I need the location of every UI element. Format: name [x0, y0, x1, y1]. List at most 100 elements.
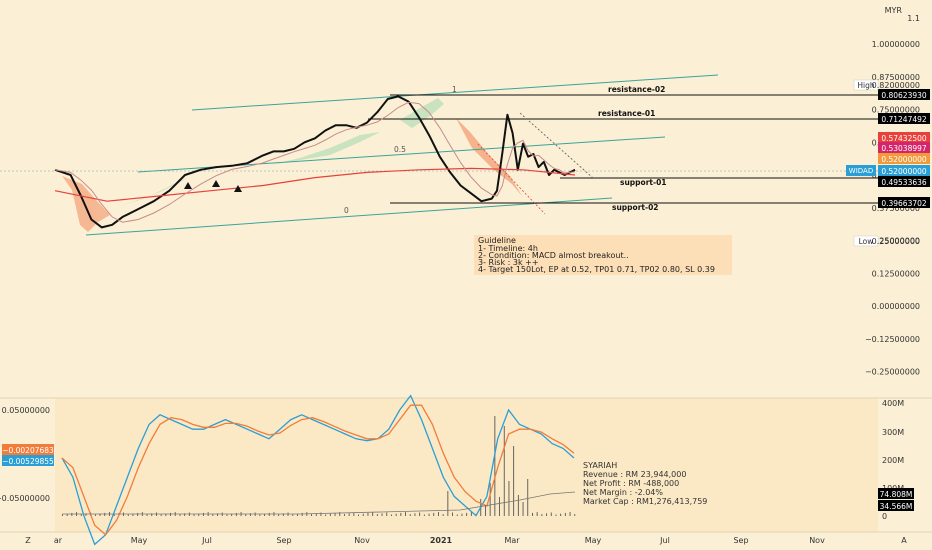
up-triangle-marker — [234, 185, 242, 192]
guideline-line-3: 3- Risk : 3k ++ — [478, 258, 539, 267]
volume-bar — [297, 513, 298, 516]
volume-bar — [132, 513, 134, 516]
volume-bar — [508, 481, 510, 516]
y-tick-label: 0.25000000 — [872, 237, 920, 246]
high-value-label: 0.82000000 — [872, 81, 920, 90]
volume-bar — [325, 514, 327, 516]
volume-bar — [66, 513, 68, 516]
up-triangle-marker — [212, 180, 220, 187]
info-net-margin: Net Margin : -2.04% — [583, 488, 663, 497]
volume-bar — [311, 514, 312, 516]
upper-channel-line[interactable] — [191, 74, 719, 111]
indicator-right-tick: 0 — [882, 512, 887, 521]
time-axis[interactable]: ar May Jul Sep Nov 2021 Mar May Jul Sep Nov Z A — [25, 536, 907, 545]
volume-bar — [423, 514, 425, 516]
indicator-left-tag-box — [2, 455, 54, 466]
volume-bar — [235, 512, 237, 516]
low-value-label: 0.25000000 — [872, 237, 920, 246]
y-tick-label: 0.87500000 — [872, 73, 920, 82]
volume-bar — [160, 514, 162, 516]
volume-bar — [381, 513, 383, 516]
volume-bar — [278, 514, 280, 516]
price-tag-label: 0.53038997 — [881, 144, 927, 153]
volume-bar — [452, 512, 453, 516]
volume-bar — [203, 512, 204, 516]
volume-bar — [386, 512, 388, 516]
guideline-title: Guideline — [478, 236, 516, 245]
volume-bar — [560, 513, 562, 516]
projection-line[interactable] — [519, 112, 594, 179]
volume-bar — [433, 512, 435, 516]
volume-bar — [104, 512, 106, 516]
volume-bar — [184, 513, 186, 516]
up-triangle-marker — [184, 182, 192, 189]
guideline-box[interactable]: Guideline 1- Timeline: 4h 2- Condition: … — [474, 235, 732, 275]
volume-bar — [395, 513, 397, 516]
down-arrow-line[interactable] — [477, 143, 546, 215]
volume-bar — [428, 513, 430, 516]
volume-bar — [447, 491, 449, 516]
volume-bar — [522, 502, 524, 516]
volume-bar — [259, 514, 261, 516]
volume-bar — [353, 512, 355, 516]
price-tag-box — [878, 113, 930, 124]
volume-bar — [466, 512, 468, 516]
high-tag-label: High — [857, 81, 874, 90]
price-series — [54, 95, 576, 229]
volume-bar — [376, 514, 378, 516]
volume-bar — [569, 512, 571, 516]
volume-bar — [546, 513, 547, 516]
volume-bar — [250, 513, 251, 516]
y-tick-label: 1.00000000 — [872, 40, 920, 49]
timezone-button[interactable]: Z — [25, 536, 31, 545]
volume-bar — [170, 512, 171, 516]
volume-bar — [146, 514, 148, 516]
volume-bar — [264, 513, 265, 516]
x-tick-label: ar — [54, 536, 63, 545]
main-plot-area[interactable] — [0, 0, 878, 398]
volume-bar — [245, 514, 247, 516]
y-tick-label: 0.75000000 — [872, 106, 920, 115]
moving-average-line — [54, 101, 576, 223]
info-revenue: Revenue : RM 23,944,000 — [583, 470, 686, 479]
volume-bar — [485, 506, 486, 516]
indicator-left-tick: 0.05000000 — [2, 406, 50, 415]
info-net-profit: Net Profit : RM -488,000 — [583, 479, 679, 488]
triangle-markers — [184, 180, 242, 192]
lower-channel-line[interactable] — [85, 197, 613, 236]
volume-bar — [292, 514, 294, 516]
price-tag-box — [878, 197, 930, 208]
price-tag-label: 0.52000000 — [881, 155, 927, 164]
volume-bar — [231, 513, 233, 516]
volume-bar — [409, 514, 411, 516]
volume-bar — [532, 512, 533, 516]
volume-bar — [550, 512, 552, 516]
volume-bar — [461, 513, 463, 516]
volume-bar — [127, 514, 129, 516]
volume-bar — [282, 513, 284, 516]
low-tag-box — [853, 235, 879, 247]
indicator-axes: 0.05000000 −0.05000000 −0.00207683 −0.00529… — [0, 399, 914, 521]
auto-scale-button[interactable]: A — [901, 536, 907, 545]
price-tag-box — [878, 176, 930, 187]
volume-bar — [517, 495, 519, 516]
price-tag-label: 0.52000000 — [881, 167, 927, 176]
y-tick-label: 0.37500000 — [872, 204, 920, 213]
volume-bar — [339, 512, 341, 516]
high-tag-box — [853, 79, 879, 91]
currency-label: MYR — [885, 6, 903, 15]
ribbon-fill — [456, 118, 522, 196]
indicator-right-tag-box — [878, 488, 914, 499]
volume-bar — [564, 512, 566, 516]
indicator-left-tag-label: −0.00207683 — [2, 446, 54, 455]
volume-bar — [198, 513, 200, 516]
volume-bar — [391, 514, 392, 516]
guideline-line-1: 1- Timeline: 4h — [478, 244, 538, 253]
y-tick-label: 1.1 — [907, 14, 920, 23]
price-tag-box — [878, 142, 930, 153]
annotation-labels: resistance-02 resistance-01 support-01 supp… — [344, 85, 667, 215]
indicator-plot-area[interactable] — [55, 398, 878, 532]
volume-bar — [151, 513, 153, 516]
indicator-right-tag-label: 74.808M — [880, 490, 913, 499]
